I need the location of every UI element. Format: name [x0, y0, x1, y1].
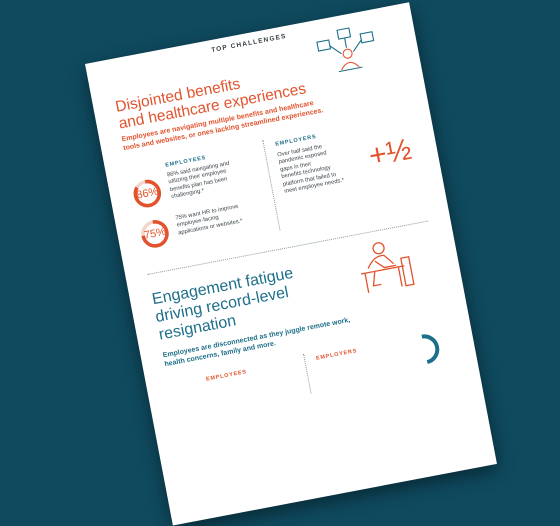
donut-arc: [141, 220, 169, 248]
donut-chart-86: 86%: [130, 176, 165, 211]
stat1-text: 86% said navigating and utilizing their …: [166, 160, 230, 201]
donut-chart-75: 75%: [137, 216, 172, 251]
section2-donut-partial: [409, 334, 440, 365]
people-connections-icon: [316, 27, 375, 73]
donut-value-75: 75%: [143, 225, 167, 242]
half-stat: +½: [366, 132, 415, 174]
person-at-desk-icon: [360, 242, 415, 293]
section2-employers-heading: EMPLOYERS: [315, 348, 358, 362]
section2-column-divider: [303, 354, 312, 394]
employers-text: Over half said the pandemic exposed gaps…: [276, 144, 345, 195]
section2-employees-heading: EMPLOYEES: [205, 369, 248, 383]
donut-value-86: 86%: [135, 185, 160, 202]
infographic-page: TOP CHALLENGES Disjointed benefits and h…: [85, 2, 497, 526]
stat2-text: 75% want HR to improve employee-facing a…: [174, 203, 244, 237]
